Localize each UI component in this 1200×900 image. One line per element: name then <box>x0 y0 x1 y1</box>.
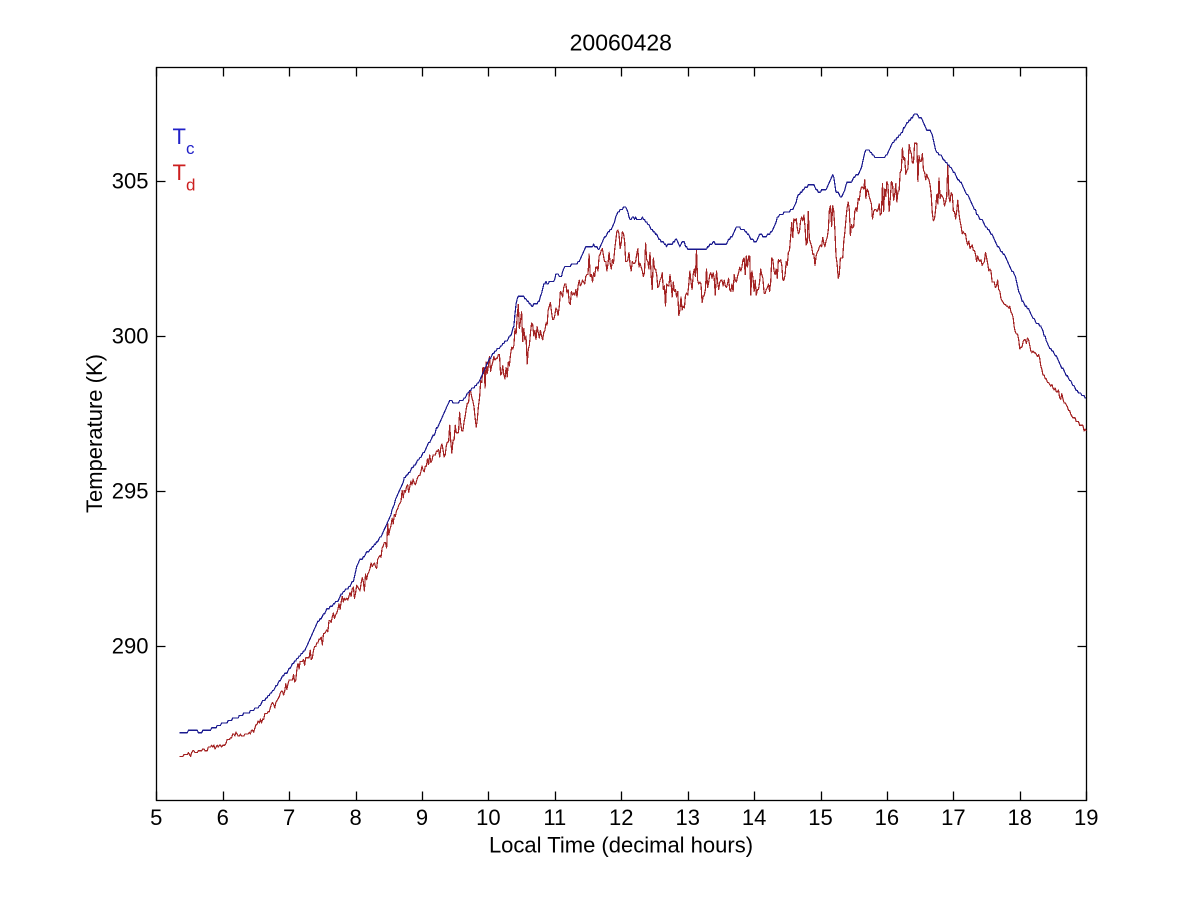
svg-text:Tc: Tc <box>173 124 195 158</box>
svg-text:20060428: 20060428 <box>570 30 672 56</box>
svg-text:Local Time (decimal hours): Local Time (decimal hours) <box>489 833 753 858</box>
svg-text:290: 290 <box>112 634 149 659</box>
svg-text:18: 18 <box>1008 805 1032 830</box>
svg-text:12: 12 <box>609 805 633 830</box>
svg-text:16: 16 <box>875 805 899 830</box>
svg-text:295: 295 <box>112 479 149 504</box>
svg-text:8: 8 <box>349 805 361 830</box>
svg-text:300: 300 <box>112 324 149 349</box>
svg-text:10: 10 <box>476 805 500 830</box>
svg-text:14: 14 <box>742 805 766 830</box>
svg-text:15: 15 <box>808 805 832 830</box>
svg-text:13: 13 <box>675 805 699 830</box>
svg-text:Temperature (K): Temperature (K) <box>82 354 107 513</box>
svg-text:7: 7 <box>283 805 295 830</box>
svg-text:11: 11 <box>543 805 566 830</box>
svg-text:305: 305 <box>112 169 149 194</box>
svg-text:Td: Td <box>173 160 196 195</box>
svg-text:17: 17 <box>941 805 965 830</box>
svg-text:5: 5 <box>150 805 162 830</box>
svg-text:19: 19 <box>1074 805 1098 830</box>
svg-text:9: 9 <box>416 805 428 830</box>
svg-text:6: 6 <box>217 805 229 830</box>
